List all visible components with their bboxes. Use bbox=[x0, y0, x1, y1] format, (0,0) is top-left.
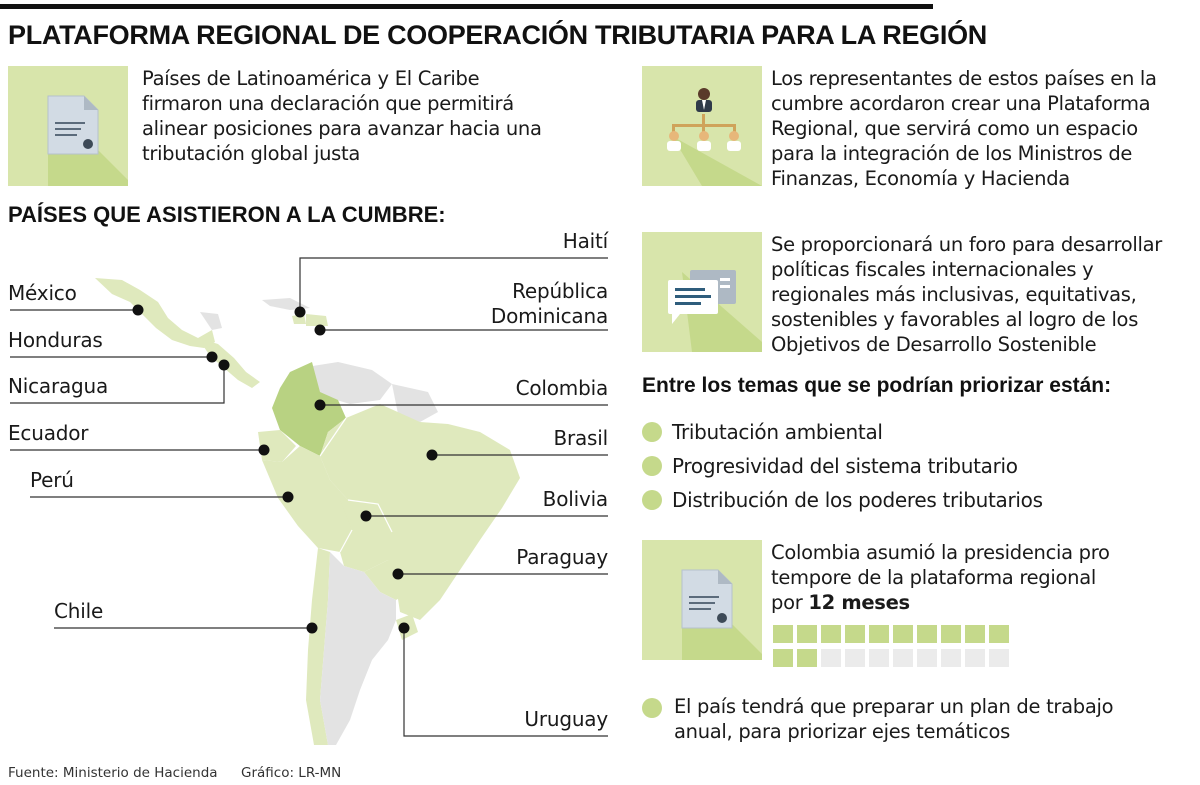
bolivia-shape bbox=[340, 500, 392, 572]
paraguay-shape bbox=[364, 560, 410, 600]
month-empty bbox=[821, 649, 841, 667]
month-empty bbox=[869, 649, 889, 667]
month-filled bbox=[773, 625, 793, 643]
themes-title: Entre los temas que se podrían priorizar… bbox=[642, 374, 1112, 397]
dot-paraguay bbox=[392, 568, 404, 580]
month-empty bbox=[965, 649, 985, 667]
month-empty bbox=[941, 649, 961, 667]
latin-america-map bbox=[10, 257, 608, 745]
plan-note: El país tendrá que preparar un plan de t… bbox=[642, 694, 1114, 744]
bullet-dot bbox=[642, 456, 662, 476]
argentina-shape bbox=[320, 552, 396, 745]
mexico-shape bbox=[95, 278, 215, 348]
chat-icon bbox=[668, 270, 762, 352]
peru-shape bbox=[262, 446, 352, 552]
dot-mexico bbox=[132, 304, 144, 316]
document-icon bbox=[47, 95, 128, 186]
month-empty bbox=[989, 649, 1009, 667]
bullet-dot bbox=[642, 422, 662, 442]
label-colombia: Colombia bbox=[515, 376, 609, 400]
dot-bolivia bbox=[360, 510, 372, 522]
bullet-dot bbox=[642, 698, 662, 718]
label-repdom-1: República bbox=[512, 279, 608, 303]
page-title: PLATAFORMA REGIONAL DE COOPERACIÓN TRIBU… bbox=[8, 20, 987, 50]
platform-text: Los representantes de estos países en la… bbox=[771, 67, 1157, 190]
brasil-shape bbox=[320, 404, 520, 620]
colombia-shape bbox=[272, 362, 346, 456]
month-filled bbox=[989, 625, 1009, 643]
dot-brasil bbox=[426, 449, 438, 461]
dot-peru bbox=[282, 491, 294, 503]
forum-text: Se proporcionará un foro para desarrolla… bbox=[771, 233, 1163, 356]
month-filled bbox=[845, 625, 865, 643]
dot-ecuador bbox=[258, 444, 270, 456]
dot-chile bbox=[306, 622, 318, 634]
dot-honduras bbox=[206, 351, 218, 363]
month-empty bbox=[893, 649, 913, 667]
month-filled bbox=[917, 625, 937, 643]
duration-highlight: 12 meses bbox=[808, 591, 910, 614]
dominican-shape bbox=[306, 314, 328, 326]
leader-uruguay bbox=[403, 628, 608, 737]
label-mexico: México bbox=[8, 281, 77, 305]
dot-repdom bbox=[314, 324, 326, 336]
month-filled bbox=[965, 625, 985, 643]
dot-colombia bbox=[314, 399, 326, 411]
label-bolivia: Bolivia bbox=[542, 487, 609, 511]
month-empty bbox=[917, 649, 937, 667]
label-honduras: Honduras bbox=[8, 328, 103, 352]
dot-uruguay bbox=[398, 622, 410, 634]
theme-item: Distribución de los poderes tributarios bbox=[642, 488, 1043, 512]
document-icon bbox=[681, 569, 762, 660]
leader-nicaragua bbox=[10, 365, 225, 404]
label-ecuador: Ecuador bbox=[8, 421, 89, 445]
map-section-title: PAÍSES QUE ASISTIERON A LA CUMBRE: bbox=[8, 202, 446, 227]
label-chile: Chile bbox=[54, 599, 104, 623]
footer-credit: Gráfico: LR-MN bbox=[241, 765, 342, 781]
presidency-icon-box bbox=[642, 540, 762, 660]
label-repdom-2: Dominicana bbox=[490, 304, 608, 328]
theme-item: Tributación ambiental bbox=[642, 420, 883, 444]
footer-source: Fuente: Ministerio de Hacienda bbox=[8, 765, 218, 781]
month-filled bbox=[797, 625, 817, 643]
month-filled bbox=[869, 625, 889, 643]
label-uruguay: Uruguay bbox=[524, 707, 608, 731]
forum-icon-box bbox=[642, 232, 762, 352]
theme-item: Progresividad del sistema tributario bbox=[642, 454, 1018, 478]
leader-haiti bbox=[299, 257, 608, 312]
presidency-text: Colombia asumió la presidencia pro tempo… bbox=[771, 541, 1110, 614]
label-peru: Perú bbox=[30, 468, 74, 492]
month-filled bbox=[893, 625, 913, 643]
month-filled bbox=[797, 649, 817, 667]
month-filled bbox=[821, 625, 841, 643]
dot-haiti bbox=[294, 306, 306, 318]
month-filled bbox=[773, 649, 793, 667]
label-nicaragua: Nicaragua bbox=[8, 374, 109, 398]
label-haiti: Haití bbox=[562, 229, 608, 253]
month-empty bbox=[845, 649, 865, 667]
platform-icon-box bbox=[642, 66, 762, 186]
bullet-dot bbox=[642, 490, 662, 510]
intro-icon-box bbox=[8, 66, 128, 186]
label-brasil: Brasil bbox=[553, 426, 608, 450]
label-paraguay: Paraguay bbox=[516, 545, 608, 569]
org-chart-icon bbox=[667, 88, 762, 186]
top-rule bbox=[0, 4, 933, 9]
intro-text: Países de Latinoamérica y El Caribe firm… bbox=[142, 67, 542, 165]
month-filled bbox=[941, 625, 961, 643]
chile-shape bbox=[306, 548, 330, 745]
dot-nicaragua bbox=[218, 359, 230, 371]
